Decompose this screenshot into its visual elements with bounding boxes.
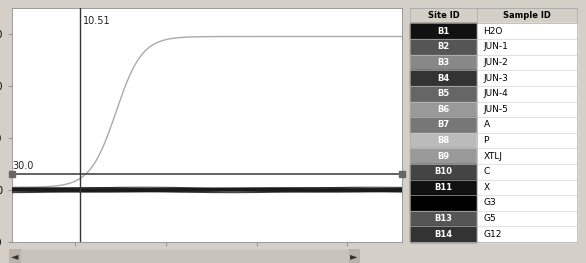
- Text: B2: B2: [437, 42, 449, 51]
- FancyBboxPatch shape: [348, 249, 360, 263]
- FancyBboxPatch shape: [477, 148, 577, 164]
- FancyBboxPatch shape: [410, 55, 477, 70]
- FancyBboxPatch shape: [410, 39, 477, 55]
- FancyBboxPatch shape: [477, 23, 577, 39]
- FancyBboxPatch shape: [410, 23, 477, 39]
- Text: JUN-4: JUN-4: [483, 89, 509, 98]
- Text: G12: G12: [483, 230, 502, 239]
- FancyBboxPatch shape: [477, 86, 577, 102]
- FancyBboxPatch shape: [477, 70, 577, 86]
- FancyBboxPatch shape: [410, 86, 477, 102]
- FancyBboxPatch shape: [477, 133, 577, 148]
- Text: G5: G5: [483, 214, 496, 223]
- Text: Site ID: Site ID: [428, 11, 459, 20]
- Text: JUN-5: JUN-5: [483, 105, 509, 114]
- FancyBboxPatch shape: [410, 8, 577, 23]
- Text: B6: B6: [437, 105, 449, 114]
- FancyBboxPatch shape: [477, 164, 577, 180]
- FancyBboxPatch shape: [477, 226, 577, 242]
- FancyBboxPatch shape: [410, 211, 477, 226]
- Text: B10: B10: [434, 167, 452, 176]
- Text: B11: B11: [434, 183, 452, 192]
- FancyBboxPatch shape: [410, 148, 477, 164]
- Text: C: C: [483, 167, 490, 176]
- FancyBboxPatch shape: [410, 164, 477, 180]
- FancyBboxPatch shape: [477, 180, 577, 195]
- Text: B7: B7: [437, 120, 449, 129]
- Text: B13: B13: [434, 214, 452, 223]
- FancyBboxPatch shape: [410, 102, 477, 117]
- FancyBboxPatch shape: [477, 211, 577, 226]
- Text: B4: B4: [437, 74, 449, 83]
- Text: P: P: [483, 136, 489, 145]
- Text: X: X: [483, 183, 490, 192]
- Text: B5: B5: [437, 89, 449, 98]
- FancyBboxPatch shape: [410, 180, 477, 195]
- FancyBboxPatch shape: [477, 195, 577, 211]
- Text: JUN-2: JUN-2: [483, 58, 509, 67]
- FancyBboxPatch shape: [9, 249, 21, 263]
- Text: XTLJ: XTLJ: [483, 152, 503, 161]
- FancyBboxPatch shape: [21, 250, 348, 261]
- Text: JUN-1: JUN-1: [483, 42, 509, 51]
- FancyBboxPatch shape: [477, 39, 577, 55]
- Text: B14: B14: [434, 230, 452, 239]
- Text: 30.0: 30.0: [13, 161, 34, 171]
- FancyBboxPatch shape: [477, 102, 577, 117]
- FancyBboxPatch shape: [477, 55, 577, 70]
- FancyBboxPatch shape: [410, 133, 477, 148]
- Text: H2O: H2O: [483, 27, 503, 36]
- Text: A: A: [483, 120, 490, 129]
- Text: B9: B9: [437, 152, 449, 161]
- FancyBboxPatch shape: [410, 226, 477, 242]
- Text: B8: B8: [437, 136, 449, 145]
- FancyBboxPatch shape: [410, 70, 477, 86]
- Text: B3: B3: [437, 58, 449, 67]
- Text: 10.51: 10.51: [83, 16, 110, 26]
- Text: Sample ID: Sample ID: [503, 11, 551, 20]
- FancyBboxPatch shape: [410, 195, 477, 211]
- FancyBboxPatch shape: [410, 117, 477, 133]
- Text: ►: ►: [350, 251, 358, 261]
- Text: G3: G3: [483, 199, 496, 208]
- Text: JUN-3: JUN-3: [483, 74, 509, 83]
- Text: ◄: ◄: [11, 251, 19, 261]
- FancyBboxPatch shape: [477, 117, 577, 133]
- Text: B1: B1: [437, 27, 449, 36]
